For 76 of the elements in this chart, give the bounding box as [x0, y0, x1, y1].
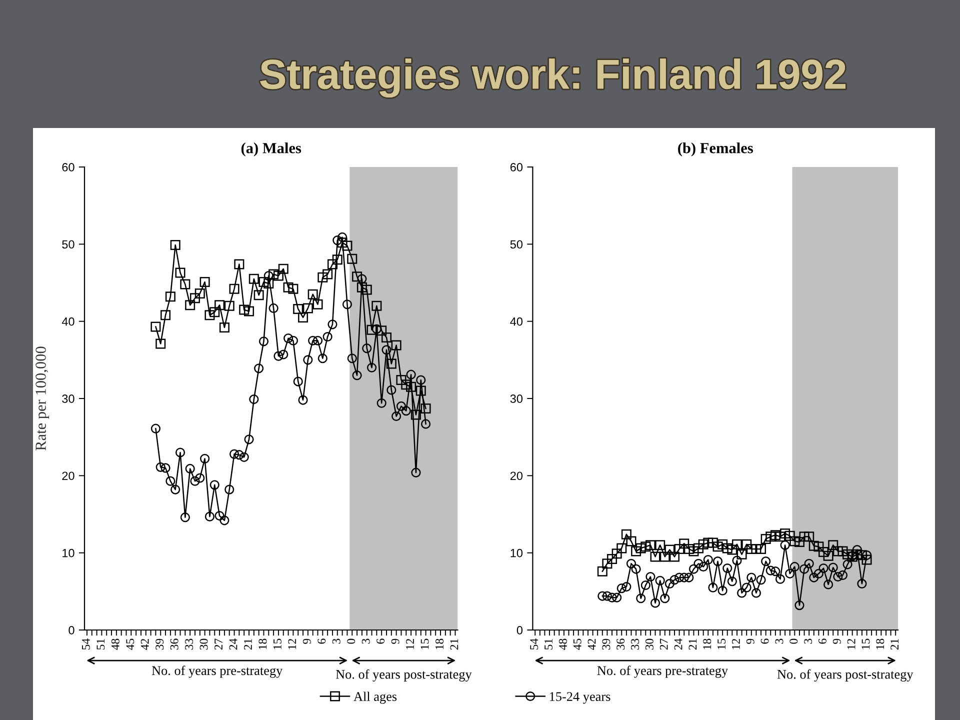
y-tick-label: 60 — [510, 163, 523, 172]
x-tick-label: 15 — [718, 638, 726, 650]
x-tick-label: 21 — [450, 639, 458, 650]
y-tick-label: 40 — [510, 317, 523, 326]
x-tick-label: 6 — [760, 638, 769, 644]
x-tick-label: 18 — [258, 638, 267, 650]
x-tick-label: 15 — [274, 638, 282, 650]
x-tick-label: 21 — [688, 639, 697, 650]
x-tick-label: 24 — [674, 638, 682, 650]
x-tick-label: 33 — [185, 638, 194, 650]
x-tick-label: 6 — [318, 638, 326, 644]
chart-title: (a) Males — [241, 142, 302, 156]
chart-title: (b) Females — [678, 142, 753, 156]
x-tick-label: 12 — [732, 638, 740, 650]
x-tick-label: 9 — [832, 638, 841, 644]
y-tick-label: 0 — [68, 626, 74, 634]
x-tick-label: 30 — [645, 638, 654, 650]
x-tick-label: 54 — [82, 638, 90, 650]
x-tick-label: 3 — [332, 638, 340, 644]
x-tick-label: 42 — [140, 638, 149, 650]
x-tick-label: 36 — [616, 638, 625, 650]
y-tick-label: 30 — [510, 394, 523, 403]
x-tick-label: 42 — [588, 638, 596, 650]
x-tick-label: 48 — [558, 638, 567, 650]
x-tick-label: 24 — [229, 638, 238, 650]
y-axis-title: Rate per 100,000 — [36, 346, 50, 450]
x-tick-label: 45 — [126, 638, 134, 650]
x-tick-label: 39 — [156, 638, 164, 650]
x-tick-label: 12 — [406, 638, 414, 650]
x-tick-label: 51 — [96, 639, 105, 650]
x-tick-label: 3 — [362, 638, 370, 644]
y-tick-label: 10 — [62, 548, 74, 558]
x-tick-label: 30 — [200, 638, 208, 650]
x-tick-label: 12 — [288, 638, 296, 650]
x-tick-label: 6 — [818, 638, 826, 644]
x-tick-label: 48 — [111, 638, 120, 650]
x-tick-label: 0 — [790, 638, 798, 644]
legend-label: All ages — [354, 692, 397, 704]
x-tick-label: 3 — [804, 638, 812, 644]
text: Strategies work: Finland 1992 — [260, 58, 846, 98]
x-tick-label: 39 — [602, 638, 610, 650]
y-tick-label: 20 — [510, 472, 523, 480]
x-tick-label: 54 — [530, 638, 538, 650]
y-tick-label: 0 — [516, 626, 523, 634]
text: No. of years pre-strategy — [597, 666, 728, 678]
y-tick-label: 30 — [62, 394, 74, 403]
x-tick-label: 6 — [376, 638, 385, 644]
x-tick-label: 9 — [302, 638, 311, 644]
text: No. of years post-strategy — [336, 669, 472, 682]
text: No. of years post-strategy — [777, 669, 914, 682]
x-tick-label: 27 — [660, 638, 668, 650]
x-tick-label: 27 — [214, 638, 222, 650]
x-tick-label: 45 — [573, 638, 582, 650]
x-tick-label: 18 — [436, 638, 444, 650]
legend-label: 15-24 years — [550, 692, 610, 704]
y-tick-label: 50 — [510, 240, 523, 249]
x-tick-label: 36 — [170, 638, 178, 650]
y-tick-label: 20 — [62, 472, 74, 480]
x-tick-label: 15 — [420, 638, 429, 650]
x-tick-label: 9 — [746, 638, 754, 644]
x-tick-label: 9 — [391, 638, 400, 644]
x-tick-label: 51 — [544, 639, 552, 650]
x-tick-label: 21 — [244, 639, 252, 650]
x-tick-label: 12 — [847, 638, 856, 650]
y-tick-label: 50 — [62, 240, 74, 249]
y-tick-label: 60 — [62, 163, 74, 172]
x-tick-label: 18 — [876, 638, 884, 650]
x-tick-label: 15 — [862, 638, 870, 650]
y-tick-label: 40 — [62, 317, 74, 326]
x-tick-label: 21 — [890, 639, 898, 650]
x-tick-label: 18 — [703, 638, 712, 650]
y-tick-label: 10 — [510, 548, 523, 558]
x-tick-label: 0 — [347, 638, 356, 644]
x-tick-label: 3 — [775, 638, 784, 644]
text: No. of years pre-strategy — [152, 666, 283, 678]
x-tick-label: 33 — [631, 638, 639, 650]
